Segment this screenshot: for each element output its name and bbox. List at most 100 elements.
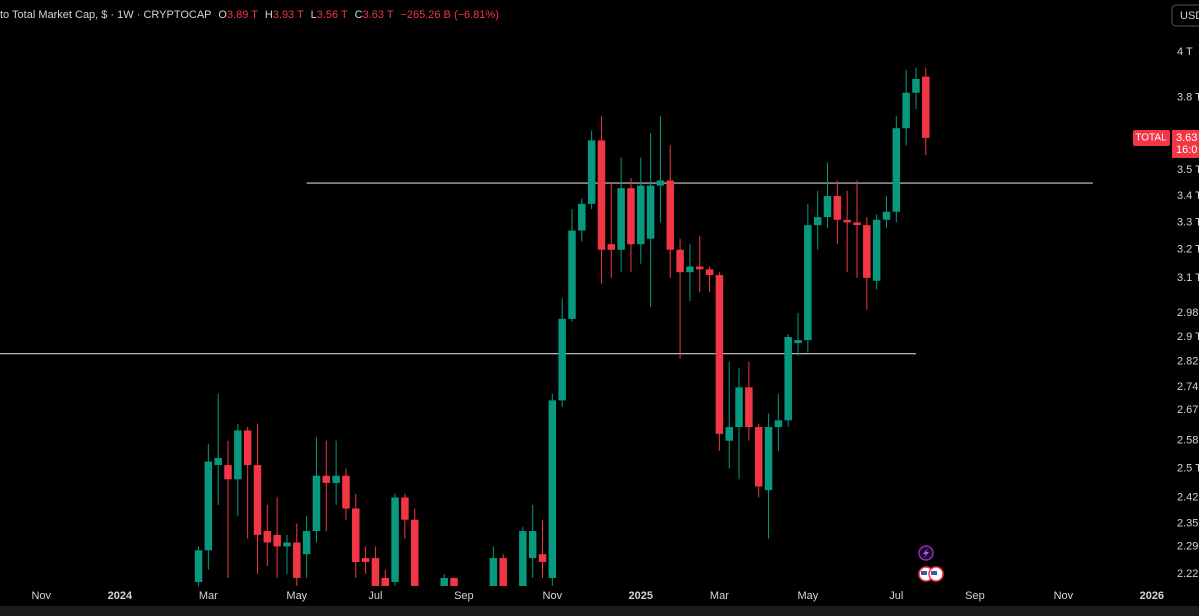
candle-body: [833, 195, 842, 220]
candle-body: [607, 244, 616, 250]
event-icons: [918, 545, 944, 582]
ohlc-value: 3.56 T: [317, 9, 348, 21]
candle-body: [194, 550, 203, 582]
currency-label[interactable]: USD: [1180, 10, 1199, 22]
price-tag-value: 3.63: [1176, 132, 1197, 144]
y-tick-label: 3.4 T: [1177, 190, 1199, 202]
candle-body: [715, 275, 724, 434]
candle-body: [725, 427, 733, 441]
x-tick-label: Nov: [543, 590, 563, 602]
lightning-icon: [923, 548, 929, 558]
candle-body: [666, 180, 675, 250]
candle-body: [332, 475, 340, 483]
candle-body: [243, 430, 252, 466]
candle-body: [597, 140, 606, 250]
candle-body: [371, 558, 380, 586]
candle-body: [519, 531, 527, 586]
candle-body: [853, 222, 861, 226]
x-tick-label: Sep: [454, 590, 474, 602]
ohlc-key: H: [265, 9, 273, 21]
candle-body: [872, 219, 881, 281]
candle-body: [804, 225, 812, 341]
candle-body: [774, 420, 783, 428]
price-tag: [1172, 129, 1199, 158]
candle-body: [538, 554, 547, 563]
candle-body: [293, 542, 301, 578]
candle-body: [823, 195, 832, 218]
x-tick-label: Mar: [710, 590, 729, 602]
candle-body: [352, 508, 360, 563]
x-tick-label: Jul: [368, 590, 382, 602]
x-tick-label: 2025: [629, 590, 653, 602]
ohlc-key: C: [355, 9, 363, 21]
y-tick-label: 2.98: [1177, 307, 1198, 319]
y-tick-label: 2.67: [1177, 404, 1198, 416]
candle-body: [705, 269, 714, 276]
x-tick-label: Nov: [31, 590, 51, 602]
candle-body: [902, 92, 910, 129]
symbol-tag-label: TOTAL: [1135, 133, 1167, 144]
x-tick-label: 2026: [1140, 590, 1164, 602]
price-tag-countdown: 16:0: [1176, 144, 1197, 156]
ohlc-value: 3.63 T: [363, 9, 394, 21]
flag-icon: [921, 571, 927, 575]
candle-body: [676, 249, 684, 273]
candle-body: [234, 430, 242, 480]
candle-body: [204, 461, 213, 551]
candle-body: [361, 558, 370, 563]
y-tick-label: 2.35: [1177, 517, 1198, 529]
x-tick-label: May: [286, 590, 307, 602]
header: to Total Market Cap, $ · 1W · CRYPTOCAP …: [0, 9, 499, 21]
ohlc-value: 3.93 T: [273, 9, 304, 21]
candle-body: [558, 318, 566, 401]
ohlc-key: L: [311, 9, 317, 21]
candle-body: [764, 427, 773, 491]
candle-body: [528, 531, 537, 559]
candle-body: [646, 185, 655, 239]
candle-body: [686, 266, 694, 273]
candle-body: [283, 542, 291, 547]
currency-button[interactable]: [1171, 4, 1199, 27]
candle-body: [263, 531, 272, 543]
candle-body: [637, 185, 645, 245]
candle-body: [342, 475, 350, 509]
candle-body: [794, 340, 802, 344]
y-tick-label: 2.42: [1177, 491, 1198, 503]
y-tick-label: 2.5 T: [1177, 463, 1199, 475]
candle-body: [912, 78, 920, 93]
candle-body: [322, 475, 331, 483]
candle-body: [843, 219, 851, 223]
y-tick-label: 3.5 T: [1177, 164, 1199, 176]
candle-body: [312, 475, 321, 532]
candle-body: [754, 427, 763, 487]
candle-body: [695, 266, 704, 270]
candle-body: [548, 400, 557, 578]
candle-body: [656, 180, 665, 186]
candle-body: [214, 458, 222, 466]
candle-body: [440, 577, 448, 586]
candle-body: [892, 128, 901, 212]
symbol-tag: [1133, 129, 1170, 146]
candle-body: [784, 337, 792, 421]
candle-body: [273, 534, 281, 547]
candle-body: [401, 497, 409, 520]
candle-body: [489, 558, 498, 586]
x-tick-label: 2024: [108, 590, 133, 602]
y-tick-label: 2.9 T: [1177, 331, 1199, 343]
y-tick-label: 3.1 T: [1177, 272, 1199, 284]
x-tick-label: May: [797, 590, 818, 602]
y-tick-label: 2.29: [1177, 540, 1198, 552]
candle-body: [922, 76, 930, 138]
flag-icon: [931, 571, 937, 575]
candle-body: [627, 188, 635, 245]
candle-body: [391, 497, 399, 582]
candle-body: [578, 203, 586, 231]
candle-body: [863, 225, 871, 278]
y-tick-label: 2.82: [1177, 356, 1198, 368]
candle-body: [302, 531, 311, 555]
y-tick-label: 2.58: [1177, 435, 1198, 447]
x-tick-label: Mar: [199, 590, 218, 602]
candle-body: [499, 558, 507, 586]
